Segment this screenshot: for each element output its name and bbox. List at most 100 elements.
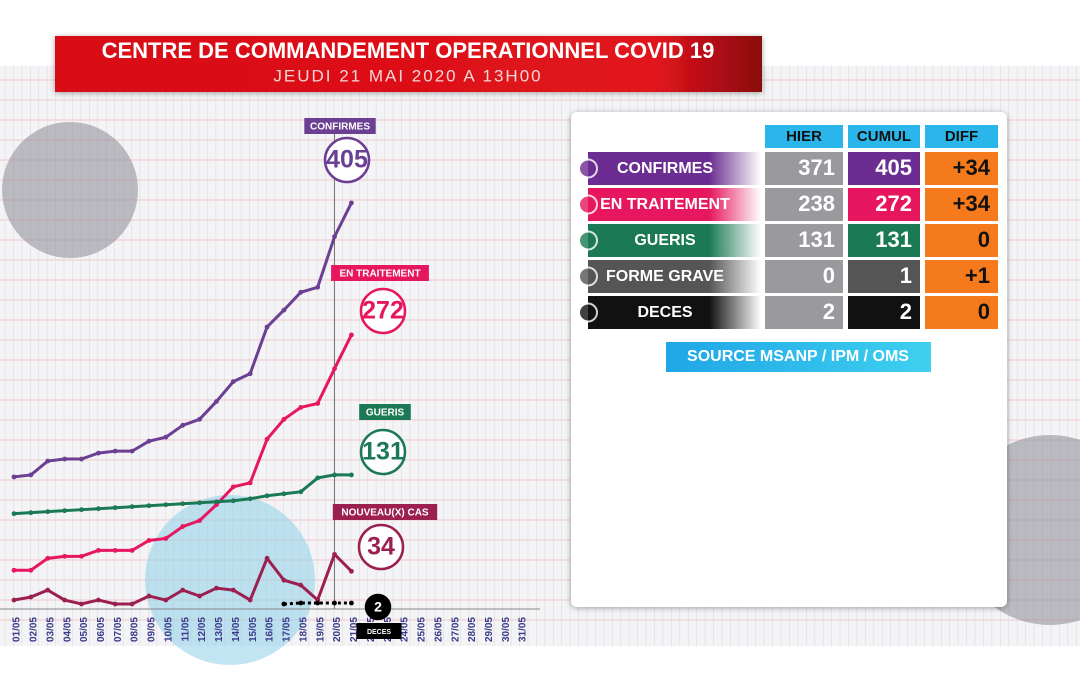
x-tick-label: 10/05	[163, 617, 174, 642]
point	[112, 448, 118, 454]
point	[281, 416, 287, 422]
point	[95, 597, 101, 603]
hier-cell	[765, 296, 843, 329]
row-label-bg	[588, 296, 761, 329]
x-tick-label: 29/05	[484, 617, 495, 642]
callout-bubble	[359, 287, 407, 335]
x-tick-label: 25/05	[417, 617, 428, 642]
x-tick-label: 30/05	[501, 617, 512, 642]
hier-cell	[765, 188, 843, 221]
row-label-bg	[588, 224, 761, 257]
point	[214, 499, 219, 505]
cumul-value: 2	[900, 299, 912, 324]
point	[129, 504, 135, 510]
point	[28, 510, 34, 516]
x-tick-label: 02/05	[29, 617, 40, 642]
row-dot	[578, 266, 598, 287]
point	[28, 472, 34, 478]
x-tick-label: 12/05	[197, 617, 208, 642]
hier-value: 2	[823, 299, 835, 324]
row-dot	[578, 302, 598, 323]
virus	[2, 122, 138, 258]
point	[264, 324, 270, 330]
callout-bubble	[364, 593, 392, 621]
point	[112, 601, 118, 607]
point	[62, 508, 68, 514]
point	[315, 284, 321, 290]
x-tick-label: 09/05	[147, 617, 158, 642]
diff-value: +34	[953, 191, 991, 216]
row-label: FORME GRAVE	[606, 268, 724, 285]
header-label: HIER	[786, 128, 822, 145]
row-dot	[578, 194, 598, 215]
point	[332, 600, 337, 606]
x-tick-label: 13/05	[214, 617, 225, 642]
row-label-bg	[588, 188, 761, 221]
x-tick-label: 07/05	[113, 617, 124, 642]
x-tick-label: 21/05	[349, 617, 360, 642]
point	[112, 547, 118, 553]
x-tick-label: 26/05	[433, 617, 444, 642]
row-dot	[578, 158, 598, 179]
point	[298, 289, 304, 295]
point	[45, 458, 51, 464]
table: HIER CUMUL DIFF CONFIRMES 371 405 +34 EN TRAITE…	[578, 125, 998, 329]
point	[180, 422, 186, 428]
point	[332, 234, 337, 240]
diff-cell	[925, 188, 998, 221]
point	[62, 597, 68, 603]
point	[247, 371, 253, 377]
callout-label-bg	[332, 504, 438, 520]
cumul-cell	[848, 188, 920, 221]
point	[11, 567, 17, 573]
x-tick-label: 16/05	[265, 617, 276, 642]
point	[315, 600, 321, 606]
point	[281, 601, 287, 607]
point	[214, 585, 219, 591]
point	[28, 594, 34, 600]
callout-value: 405	[326, 146, 368, 174]
x-tick-label: 06/05	[96, 617, 107, 642]
row-label: CONFIRMES	[617, 160, 713, 177]
header-cell	[925, 125, 998, 148]
cumul-cell	[848, 260, 920, 293]
callout-bubble	[323, 136, 371, 184]
point	[247, 496, 253, 502]
point	[247, 480, 253, 486]
banner	[55, 36, 762, 92]
callout-label: GUERIS	[366, 408, 405, 419]
point	[230, 379, 236, 385]
point	[349, 200, 354, 206]
row-label-bg	[588, 260, 761, 293]
x-tick-label: 03/05	[45, 617, 56, 642]
point	[264, 493, 270, 499]
header-cell	[848, 125, 920, 148]
x-tick-label: 18/05	[298, 617, 309, 642]
point	[146, 503, 152, 509]
point	[281, 491, 287, 497]
point	[129, 547, 135, 553]
callout-bubble	[357, 523, 405, 571]
diff-cell	[925, 224, 998, 257]
point	[281, 577, 287, 583]
point	[163, 536, 169, 541]
callout-label: EN TRAITEMENT	[339, 269, 420, 280]
point	[79, 553, 84, 559]
hier-cell	[765, 260, 843, 293]
cumul-cell	[848, 296, 920, 329]
row-label: GUERIS	[634, 232, 696, 249]
callout-value: 2	[374, 599, 382, 615]
diff-value: +1	[965, 263, 990, 288]
point	[349, 568, 354, 574]
point	[112, 505, 118, 511]
x-tick-label: 11/05	[180, 617, 191, 642]
point	[146, 593, 152, 599]
virus	[145, 495, 315, 665]
cumul-value: 1	[900, 263, 912, 288]
hier-value: 238	[798, 191, 835, 216]
hier-cell	[765, 152, 843, 185]
point	[197, 593, 202, 599]
point	[11, 474, 17, 480]
